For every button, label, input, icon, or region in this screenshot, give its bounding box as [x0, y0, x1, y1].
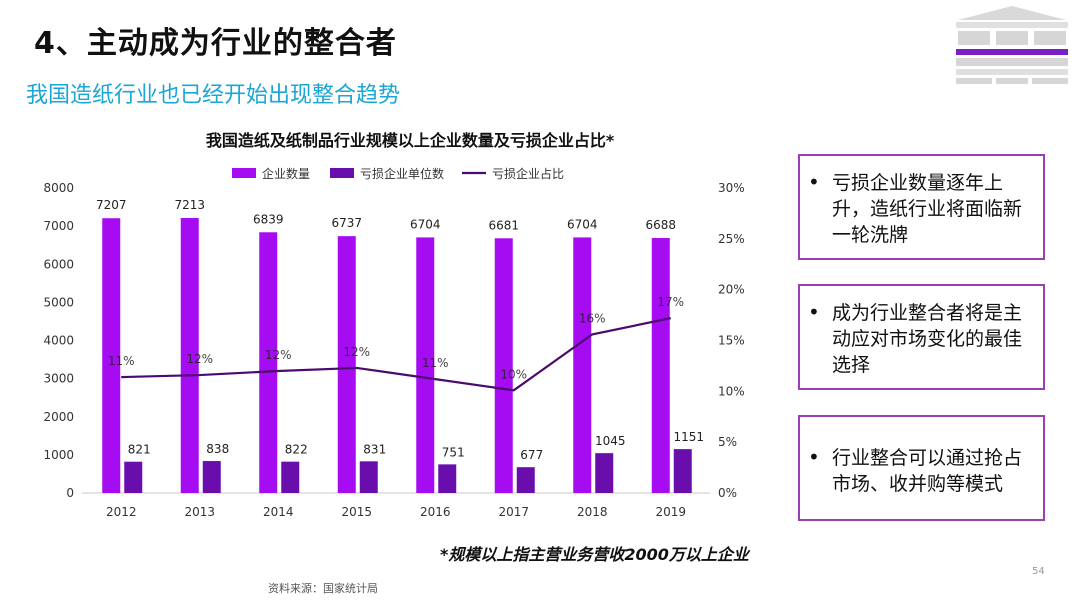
- insight-text-1: 亏损企业数量逐年上升，造纸行业将面临新一轮洗牌: [832, 172, 1023, 246]
- y-left-tick-label: 6000: [43, 257, 74, 271]
- page-number: 54: [1032, 566, 1045, 577]
- y-right-tick-label: 20%: [718, 283, 745, 297]
- legend-label-loss-count: 亏损企业单位数: [360, 166, 444, 181]
- data-label-loss-ratio: 12%: [186, 352, 213, 366]
- data-label-loss-ratio: 11%: [422, 356, 449, 370]
- bar-loss-count: [673, 449, 692, 493]
- data-label-loss-ratio: 10%: [500, 367, 527, 381]
- insight-text-2: 成为行业整合者将是主动应对市场变化的最佳选择: [832, 302, 1023, 376]
- bar-loss-count: [516, 467, 535, 493]
- y-left-tick-label: 0: [66, 486, 74, 500]
- data-label-loss-ratio: 16%: [579, 311, 606, 325]
- bullet-icon: •: [808, 300, 820, 324]
- legend-label-enterprise-count: 企业数量: [262, 166, 310, 181]
- y-right-tick-label: 10%: [718, 384, 745, 398]
- data-label-loss-count: 1045: [595, 434, 626, 448]
- line-loss-ratio: [121, 317, 671, 392]
- data-label-loss-count: 831: [363, 442, 386, 456]
- legend-swatch-loss-count: [330, 168, 354, 178]
- data-label-loss-count: 821: [128, 443, 151, 457]
- data-label-loss-count: 838: [206, 442, 229, 456]
- y-right-tick-label: 5%: [718, 435, 737, 449]
- logo-icon: [956, 6, 1068, 84]
- bar-enterprise-count: [651, 238, 670, 493]
- data-label-loss-ratio: 17%: [657, 295, 684, 309]
- data-label-enterprise-count: 6688: [645, 218, 676, 232]
- bar-loss-count: [359, 461, 378, 493]
- bullet-icon: •: [808, 170, 820, 194]
- bar-enterprise-count: [102, 218, 121, 493]
- x-tick-label: 2018: [577, 505, 608, 519]
- y-left-tick-label: 4000: [43, 334, 74, 348]
- y-left-tick-label: 2000: [43, 410, 74, 424]
- y-left-tick-label: 1000: [43, 448, 74, 462]
- bar-loss-count: [202, 461, 221, 493]
- y-right-tick-label: 25%: [718, 232, 745, 246]
- footnote: *规模以上指主营业务营收2000万以上企业: [440, 545, 749, 564]
- bar-enterprise-count: [416, 237, 435, 493]
- y-right-tick-label: 15%: [718, 334, 745, 348]
- data-label-enterprise-count: 6839: [253, 212, 284, 226]
- page-subtitle: 我国造纸行业也已经开始出现整合趋势: [26, 83, 401, 108]
- bar-enterprise-count: [180, 218, 199, 493]
- insight-box-1: • 亏损企业数量逐年上升，造纸行业将面临新一轮洗牌: [798, 154, 1045, 260]
- data-label-enterprise-count: 7207: [96, 198, 127, 212]
- y-right-tick-label: 30%: [718, 181, 745, 195]
- data-label-loss-ratio: 12%: [265, 348, 292, 362]
- y-left-tick-label: 7000: [43, 219, 74, 233]
- data-label-enterprise-count: 6737: [331, 216, 362, 230]
- data-label-enterprise-count: 6681: [488, 218, 519, 232]
- data-label-loss-count: 1151: [673, 430, 704, 444]
- data-label-enterprise-count: 7213: [174, 198, 205, 212]
- insight-box-2: • 成为行业整合者将是主动应对市场变化的最佳选择: [798, 284, 1045, 390]
- bullet-icon: •: [808, 445, 820, 469]
- data-label-enterprise-count: 6704: [567, 217, 598, 231]
- data-label-enterprise-count: 6704: [410, 217, 441, 231]
- legend-swatch-enterprise-count: [232, 168, 256, 178]
- x-tick-label: 2016: [420, 505, 451, 519]
- data-label-loss-count: 822: [285, 443, 308, 457]
- x-tick-label: 2014: [263, 505, 294, 519]
- data-label-loss-ratio: 12%: [343, 345, 370, 359]
- bar-loss-count: [124, 461, 143, 493]
- source-text: 资料来源：国家统计局: [268, 582, 378, 595]
- page-title: 4、主动成为行业的整合者: [34, 26, 397, 61]
- bar-enterprise-count: [337, 236, 356, 494]
- chart-title: 我国造纸及纸制品行业规模以上企业数量及亏损企业占比*: [205, 131, 615, 150]
- bar-loss-count: [281, 461, 300, 493]
- y-left-tick-label: 8000: [43, 181, 74, 195]
- bar-loss-count: [595, 453, 614, 493]
- x-tick-label: 2015: [341, 505, 372, 519]
- data-label-loss-count: 677: [520, 448, 543, 462]
- x-tick-label: 2017: [498, 505, 529, 519]
- legend-label-loss-ratio: 亏损企业占比: [492, 166, 564, 181]
- bar-enterprise-count: [259, 232, 278, 493]
- bar-enterprise-count: [494, 238, 513, 493]
- y-left-tick-label: 3000: [43, 372, 74, 386]
- data-label-loss-count: 751: [442, 445, 465, 459]
- insight-text-3: 行业整合可以通过抢占市场、收并购等模式: [832, 447, 1023, 495]
- insight-box-3: • 行业整合可以通过抢占市场、收并购等模式: [798, 415, 1045, 521]
- x-tick-label: 2019: [655, 505, 686, 519]
- x-tick-label: 2012: [106, 505, 137, 519]
- bar-loss-count: [438, 464, 457, 493]
- data-label-loss-ratio: 11%: [108, 354, 135, 368]
- x-tick-label: 2013: [184, 505, 215, 519]
- y-right-tick-label: 0%: [718, 486, 737, 500]
- y-left-tick-label: 5000: [43, 295, 74, 309]
- bar-line-chart: 0 1000 2000 3000 4000 5000 6000 7000 8000 0% 5% 10%…: [43, 166, 745, 519]
- bar-enterprise-count: [573, 237, 592, 493]
